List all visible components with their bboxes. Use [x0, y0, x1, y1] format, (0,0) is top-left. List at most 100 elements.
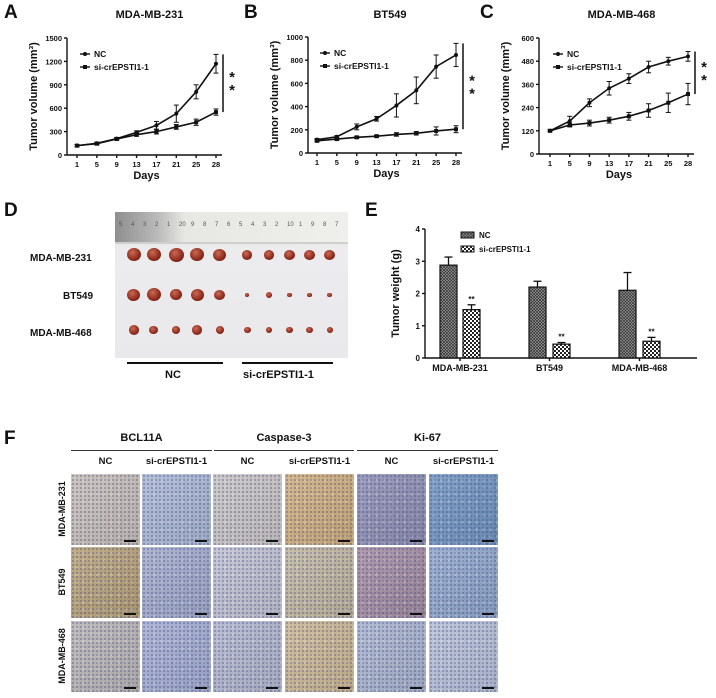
ruler-mark: 8 [323, 222, 327, 228]
significance-stars: ** [558, 333, 565, 342]
data-point [174, 124, 179, 129]
tumor [243, 326, 251, 334]
series-line-si [316, 128, 457, 142]
scale-bar [482, 540, 494, 542]
tumor [327, 292, 333, 298]
tumor [168, 247, 184, 262]
data-point [174, 111, 179, 116]
tumor [146, 288, 161, 302]
ihc-image [357, 474, 426, 545]
x-tick-label: 21 [172, 160, 180, 169]
ruler-mark: 5 [119, 222, 123, 228]
ruler-mark: 7 [215, 222, 219, 228]
x-tick-label: 25 [432, 158, 440, 167]
data-point [194, 120, 199, 125]
data-point [434, 128, 439, 133]
data-point [75, 143, 79, 148]
row-label: BT549 [57, 568, 67, 596]
y-tick-label: 240 [521, 104, 534, 113]
condition-label: NC [98, 456, 113, 467]
ruler-mark: 7 [335, 222, 339, 228]
x-tick-label: 5 [95, 160, 99, 169]
bar-si [552, 343, 571, 359]
ruler-mark: 4 [131, 222, 135, 228]
legend-label: si-crEPSTI1-1 [334, 61, 389, 71]
scale-bar [338, 613, 350, 615]
tumor [126, 248, 141, 262]
x-tick-label: 9 [587, 159, 591, 168]
scale-bar [410, 613, 422, 615]
ihc-image [285, 621, 354, 692]
x-tick-label: 9 [115, 160, 119, 169]
series-line-nc [316, 54, 457, 141]
tumor [170, 289, 182, 301]
group-label-nc: NC [165, 369, 181, 381]
y-axis-label: Tumor volume (mm³) [28, 42, 40, 151]
tumor [127, 288, 140, 301]
tumor [306, 326, 314, 334]
tumor [213, 248, 227, 261]
series-line-si [549, 93, 689, 132]
tumor [128, 325, 139, 335]
data-point [548, 128, 552, 133]
y-tick-label: 1000 [286, 33, 303, 42]
y-tick-label: 600 [290, 79, 303, 88]
data-point [646, 65, 651, 69]
data-point [587, 100, 592, 105]
legend-label: si-crEPSTI1-1 [479, 245, 531, 254]
tumor [307, 292, 313, 298]
legend-label: si-crEPSTI1-1 [94, 62, 149, 72]
row-label-mda-mb-231: MDA-MB-231 [30, 253, 92, 264]
scale-bar [410, 540, 422, 542]
tumor [215, 326, 224, 334]
x-tick-label: MDA-MB-231 [432, 363, 488, 373]
legend-label: NC [94, 49, 106, 59]
data-point [646, 108, 651, 113]
y-tick-label: 0 [416, 354, 421, 363]
y-axis-label: Tumor weight (g) [390, 249, 402, 338]
x-tick-label: 28 [452, 158, 460, 167]
x-tick-label: 28 [684, 159, 692, 168]
ihc-image [429, 621, 498, 692]
data-point [587, 121, 592, 126]
significance-stars: * [469, 72, 475, 89]
ihc-image [285, 474, 354, 545]
significance-stars: ** [468, 295, 475, 304]
y-axis-label: Tumor volume (mm³) [269, 40, 281, 149]
x-tick-label: 17 [392, 158, 400, 167]
data-point [114, 137, 119, 142]
marker-divider [71, 450, 212, 451]
legend-marker [323, 64, 327, 68]
bar-nc [439, 264, 458, 359]
panel-label-b: B [244, 2, 258, 23]
data-point [394, 132, 399, 137]
condition-label: si-crEPSTI1-1 [288, 456, 351, 467]
data-point [626, 114, 631, 119]
tumor [214, 289, 226, 300]
tumor [242, 250, 253, 260]
tumor [287, 292, 293, 298]
ruler-mark: 2 [275, 222, 279, 228]
tumor [172, 326, 180, 334]
y-axis-label: Tumor volume (mm³) [500, 41, 512, 150]
data-point [626, 76, 631, 81]
y-tick-label: 0 [530, 150, 534, 159]
scale-bar [266, 540, 278, 542]
y-tick-label: 200 [290, 126, 303, 135]
scale-bar [338, 687, 350, 689]
scale-bar [195, 540, 207, 542]
ruler-mark: 5 [239, 222, 243, 228]
data-point [374, 134, 379, 139]
tumor-photo: 5 4 3 2 1 20 9 8 7 6 5 4 3 2 10 1 9 8 7 [115, 212, 348, 358]
panel-label-c: C [480, 2, 494, 23]
data-point [154, 129, 159, 134]
y-tick-label: 1500 [45, 34, 62, 43]
tumor [265, 292, 272, 298]
y-tick-label: 0 [299, 149, 303, 158]
data-point [334, 137, 339, 142]
data-point [607, 86, 612, 91]
x-tick-label: 9 [355, 158, 359, 167]
data-point [354, 124, 359, 129]
significance-stars: * [701, 72, 707, 89]
